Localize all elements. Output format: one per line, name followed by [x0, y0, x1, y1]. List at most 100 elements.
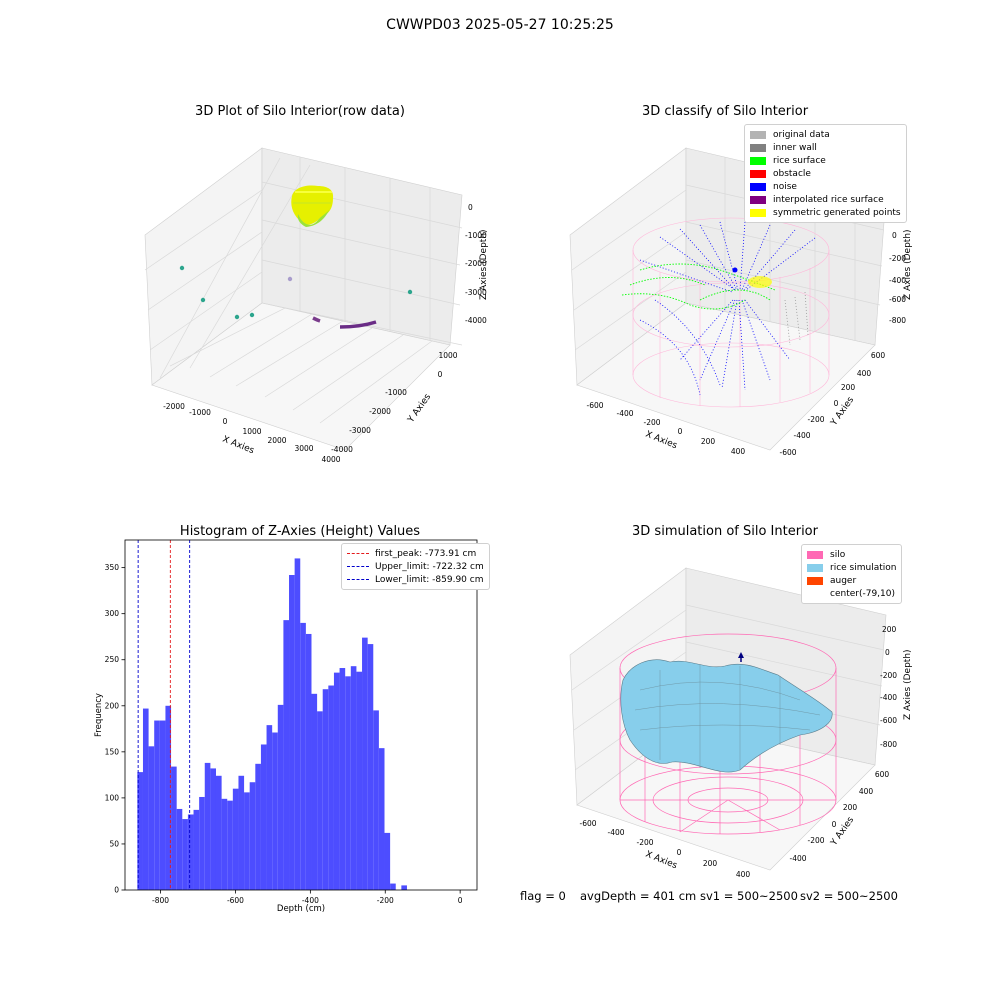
legend-swatch — [750, 182, 766, 191]
panel-4-ztick: -800 — [880, 740, 897, 749]
panel-1-xtick: 3000 — [294, 444, 313, 453]
panel-1-ytick: 0 — [438, 370, 443, 379]
panel-1-ztick: -4000 — [465, 316, 487, 325]
panel-1-floor-pane — [151, 302, 451, 451]
panel-2-ytick: 400 — [857, 369, 872, 378]
panel-2-ytick: 0 — [834, 399, 839, 408]
panel-4-legend: silo rice simulation auger center(-79,10… — [801, 544, 903, 604]
legend-item: inner wall — [750, 141, 901, 154]
legend-label: rice surface — [773, 155, 826, 166]
panel-2-xtick: 0 — [678, 427, 683, 436]
histogram-xtick-label: -400 — [302, 896, 319, 905]
histogram-bar — [182, 819, 188, 890]
panel-4-xtick: 0 — [677, 848, 682, 857]
legend-swatch — [807, 576, 823, 585]
legend-swatch — [807, 590, 823, 598]
legend-swatch — [750, 169, 766, 178]
panel-1-xtick: 2000 — [267, 436, 286, 445]
legend-label: interpolated rice surface — [773, 194, 884, 205]
histogram-bar — [294, 558, 301, 890]
histogram-bar — [232, 788, 239, 890]
panel-2-ytick: 600 — [871, 351, 886, 360]
panel-2-legend: original data inner wall rice surface ob… — [744, 124, 907, 223]
legend-swatch — [750, 156, 766, 165]
panel-2-ztick: -800 — [889, 316, 906, 325]
histogram-xlabel: Depth (cm) — [277, 904, 325, 914]
histogram-frame — [124, 539, 478, 891]
histogram-bar — [249, 782, 256, 890]
panel-2-ytick: -200 — [807, 415, 824, 424]
status-flag: flag = 0 — [520, 889, 566, 903]
panel-1-xtick: 1000 — [242, 427, 261, 436]
legend-line — [347, 579, 369, 580]
status-sv2: sv2 = 500~2500 — [800, 889, 898, 903]
histogram-ytick-label: 0 — [114, 886, 119, 895]
histogram-bar — [159, 720, 166, 890]
panel-2-symmetric-points — [748, 276, 772, 288]
panel-1-point — [234, 314, 240, 320]
panel-1-point — [249, 312, 255, 318]
panel-1-ytick: -4000 — [331, 445, 353, 454]
panel-2-floor-pane — [576, 302, 876, 451]
histogram-ylabel: Frequency — [94, 693, 104, 737]
legend-label: inner wall — [773, 142, 817, 153]
panel-1-ztick: 0 — [468, 203, 473, 212]
panel-4-surface-mesh — [634, 664, 821, 770]
panel-2-noise-marker — [732, 267, 738, 273]
panel-2-ytick: 200 — [841, 383, 856, 392]
histogram-bar — [373, 710, 379, 890]
panel-2-ztick: -200 — [889, 254, 906, 263]
histogram-bar — [277, 704, 284, 890]
legend-swatch — [807, 563, 823, 572]
histogram-bar — [244, 792, 250, 890]
histogram-bar — [204, 762, 211, 890]
panel-2-ztick: 0 — [892, 231, 897, 240]
legend-item: auger — [807, 574, 896, 587]
histogram-xtick-label: -200 — [377, 896, 394, 905]
legend-item: Upper_limit: -722.32 cm — [347, 560, 484, 573]
panel-2-xtick: -400 — [616, 409, 633, 418]
histogram-xtick-label: 0 — [458, 896, 463, 905]
legend-label: symmetric generated points — [773, 207, 901, 218]
panel-1-zlabel: Z Axies (Depth) — [479, 229, 489, 300]
panel-4-ztick: 0 — [885, 648, 890, 657]
panel-4-ytick: 600 — [875, 770, 890, 779]
legend-item: Lower_limit: -859.90 cm — [347, 573, 484, 586]
panel-4-ztick: 200 — [882, 625, 897, 634]
histogram-bar — [345, 676, 351, 890]
legend-item: obstacle — [750, 167, 901, 180]
panel-4-ytick: -200 — [807, 836, 824, 845]
panel-4-ztick: -600 — [880, 716, 897, 725]
legend-swatch — [807, 550, 823, 559]
histogram-bar — [260, 744, 267, 890]
panel-1-scatter-points — [179, 265, 413, 329]
histogram-bar — [215, 775, 222, 890]
histogram-bar — [401, 885, 407, 890]
panel-2-ztick: -400 — [889, 276, 906, 285]
histogram-bar — [317, 711, 323, 890]
histogram-bar — [305, 633, 312, 890]
legend-item: center(-79,10) — [807, 587, 896, 600]
histogram-bar — [289, 575, 295, 890]
legend-item: rice simulation — [807, 561, 896, 574]
panel-2-symmetric-cluster — [748, 276, 772, 288]
panel-4-xtick: -600 — [579, 819, 596, 828]
legend-swatch — [750, 130, 766, 139]
histogram-bar — [367, 644, 374, 890]
panel-1-point — [287, 276, 293, 282]
panel-4-ticks: -600 -400 -200 0 200 400 600 400 200 0 -… — [579, 625, 897, 879]
legend-item: silo — [807, 548, 896, 561]
histogram-bar — [210, 768, 216, 890]
histogram-bar — [221, 798, 228, 890]
panel-1-ztick: -2000 — [465, 259, 487, 268]
legend-line — [347, 566, 369, 567]
panel-1-point — [179, 265, 185, 271]
panel-4-ytick: 400 — [859, 787, 874, 796]
panel-4-rice-surface — [620, 659, 833, 773]
panel-4-ytick: 200 — [843, 803, 858, 812]
histogram-xtick-label: -800 — [152, 896, 169, 905]
histogram-bar — [255, 763, 261, 890]
histogram-ytick-label: 50 — [109, 839, 119, 848]
panel-4-center-marker — [738, 652, 744, 662]
